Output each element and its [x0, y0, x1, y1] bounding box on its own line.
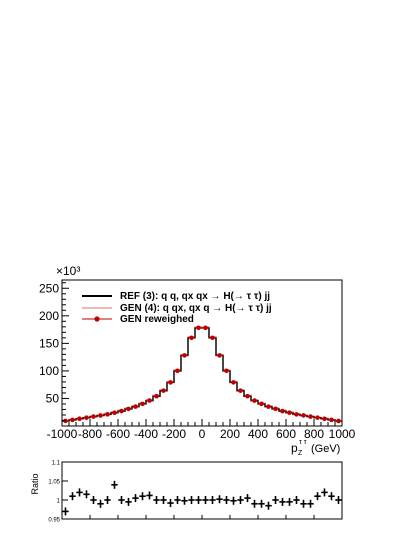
rew-point	[287, 410, 292, 415]
rew-point	[154, 393, 159, 399]
x-tick-label: 600	[276, 427, 296, 441]
y-tick-label: 150	[39, 336, 59, 350]
rew-point	[98, 413, 103, 418]
x-tick-label: 1000	[329, 427, 356, 441]
rew-point	[266, 404, 271, 409]
rew-point	[259, 401, 264, 407]
rew-point	[315, 415, 320, 420]
ratio-y-axis: 0.95 1 1.05 1.1	[48, 461, 68, 524]
rew-point	[91, 414, 96, 419]
rew-point	[175, 368, 180, 374]
rew-point	[252, 398, 257, 403]
rew-point	[280, 408, 285, 414]
rew-point	[112, 410, 117, 416]
x-tick-label: -600	[106, 427, 130, 441]
rew-point	[238, 388, 243, 393]
rew-point	[273, 406, 278, 412]
rew-point	[84, 415, 89, 420]
rew-point	[189, 335, 194, 341]
ratio-y-tick-label: 0.95	[48, 518, 60, 524]
x-axis-title-unit: (GeV)	[311, 443, 340, 455]
y-tick-label: 50	[46, 391, 60, 405]
histograms	[62, 325, 342, 424]
rew-point	[161, 388, 166, 393]
ratio-x-axis	[61, 515, 343, 519]
rew-point	[126, 406, 131, 412]
rew-point	[77, 416, 82, 422]
rew-point	[147, 398, 152, 403]
rew-point	[105, 412, 110, 417]
rew-point	[140, 401, 145, 407]
rew-point	[308, 414, 313, 419]
rew-point	[217, 353, 222, 358]
ratio-points	[62, 480, 342, 516]
rew-point	[336, 418, 341, 424]
rew-point	[294, 412, 299, 417]
rew-point	[224, 368, 229, 374]
x-tick-label: -1000	[47, 427, 78, 441]
rew-point	[301, 413, 306, 418]
ratio-y-tick-label: 1	[57, 499, 61, 505]
x-axis-title-sup: τ τ	[299, 439, 307, 446]
x-tick-label: 800	[304, 427, 324, 441]
legend-swatch-rew-marker	[94, 316, 100, 322]
rew-point	[70, 417, 75, 423]
rew-point	[322, 416, 327, 422]
ratio-y-tick-label: 1.1	[52, 461, 61, 467]
rew-point	[210, 335, 215, 341]
legend-label-rew: GEN reweighed	[120, 314, 194, 325]
x-axis-title-sub: Z	[298, 450, 303, 457]
y-tick-label: 100	[39, 364, 59, 378]
y-tick-label: 200	[39, 309, 59, 323]
rew-point	[231, 380, 236, 385]
x-tick-label: 400	[248, 427, 268, 441]
rew-point	[168, 380, 173, 385]
legend-label-ref: REF (3): q q, qx qx → H(→ τ τ) jj	[120, 291, 270, 302]
rew-point	[245, 393, 250, 399]
ratio-y-axis-title: Ratio	[30, 473, 40, 494]
main-y-axis: 50 100 150 200 250	[39, 281, 69, 421]
rew-point	[182, 353, 187, 358]
x-tick-label: 200	[220, 427, 240, 441]
x-tick-label: -800	[78, 427, 102, 441]
ratio-y-tick-label: 1.05	[48, 480, 60, 486]
y-tick-label: 250	[39, 281, 59, 295]
main-x-axis: -1000 -800 -600 -400 -200 0 200 400 600 800 1000	[47, 419, 356, 441]
x-tick-label: -200	[162, 427, 186, 441]
y-exponent-label: ×10³	[56, 264, 80, 278]
rew-point	[133, 404, 138, 409]
rew-point	[119, 408, 124, 414]
x-tick-label: 0	[199, 427, 206, 441]
x-axis-title-main: p	[291, 441, 298, 455]
legend-label-gen: GEN (4): q qx, qx q → H(→ τ τ) jj	[120, 303, 272, 314]
legend: REF (3): q q, qx qx → H(→ τ τ) jj GEN (4…	[82, 291, 272, 325]
x-tick-label: -400	[134, 427, 158, 441]
rew-point	[329, 417, 334, 423]
rew-point	[196, 325, 201, 331]
rew-point	[203, 325, 208, 331]
